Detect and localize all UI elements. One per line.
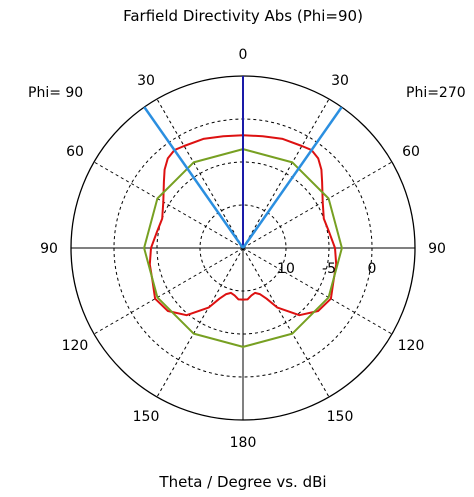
angle-tick-label-0: 0 [239, 47, 248, 63]
series-line-1 [143, 148, 343, 348]
angle-tick-label-150: 150 [327, 409, 354, 425]
angle-spoke-neg60 [93, 161, 244, 249]
angle-tick-label-330: 30 [137, 73, 155, 89]
angle-spoke-120 [242, 247, 393, 335]
angle-tick-label-120: 120 [398, 338, 425, 354]
angle-tick-labels: 10 -5 0 0 30 60 90 120 150 180 150 120 90 60 30 [40, 47, 446, 451]
chart-title: Farfield Directivity Abs (Phi=90) [123, 7, 363, 25]
angle-tick-label-240: 120 [62, 338, 89, 354]
radial-tick-label-1: -5 [322, 261, 336, 277]
3dB-beamwidth-line-1 [241, 106, 343, 249]
angle-tick-label-60: 60 [402, 144, 420, 160]
angle-spoke-neg150 [156, 247, 244, 398]
phi-left-label: Phi= 90 [28, 85, 83, 101]
angle-spoke-150 [242, 247, 330, 398]
angle-tick-label-180: 180 [230, 435, 257, 451]
angle-tick-label-300: 60 [66, 144, 84, 160]
radial-tick-label-2: 0 [368, 261, 377, 277]
angle-tick-label-30: 30 [331, 73, 349, 89]
x-axis-label: Theta / Degree vs. dBi [158, 473, 326, 491]
angle-spoke-30 [242, 98, 330, 249]
radial-tick-label-0: 10 [277, 261, 295, 277]
angle-spoke-neg120 [93, 247, 244, 335]
angle-spoke-neg30 [156, 98, 244, 249]
angle-tick-label-270: 90 [40, 241, 58, 257]
plot-area [143, 76, 343, 348]
angle-tick-label-90: 90 [428, 241, 446, 257]
phi-right-label: Phi=270 [406, 85, 466, 101]
3dB-beamwidth-line-0 [143, 106, 245, 249]
angle-tick-label-210: 150 [133, 409, 160, 425]
angle-spoke-60 [242, 161, 393, 249]
series-line-0 [148, 134, 338, 317]
